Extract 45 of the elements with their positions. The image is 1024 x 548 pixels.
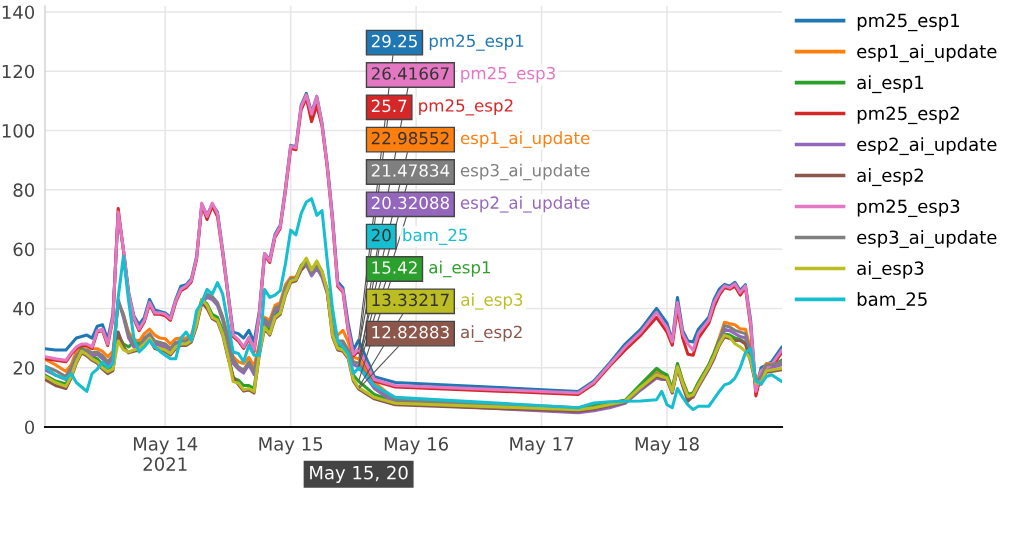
y-tick-label: 20 xyxy=(13,361,35,375)
text: ai_esp1 xyxy=(857,75,924,94)
text: ai_esp3 xyxy=(461,293,523,310)
text: pm25_esp2 xyxy=(857,106,959,125)
x-tick-label: May 17 xyxy=(510,437,574,455)
y-tick-label: 0 xyxy=(24,420,35,435)
legend-label: pm25_esp3 xyxy=(857,199,960,218)
x-tick-label: May 14 2021 xyxy=(133,437,198,471)
y-tick-label: 100 xyxy=(2,123,35,138)
annotation: 21.47834 xyxy=(371,164,450,177)
legend-label: pm25_esp2 xyxy=(419,99,513,116)
y-tick-label: 60 xyxy=(13,242,35,257)
annotation: 13.33217 xyxy=(372,293,449,307)
x-tick-label: May 16 xyxy=(384,437,448,455)
text: May 15, 20 xyxy=(310,465,408,483)
legend-label: esp1_ai_update xyxy=(857,44,997,63)
legend-label: bam_25 xyxy=(403,228,468,245)
legend-label: ai_esp3 xyxy=(857,261,924,280)
annotation: 26.41667 xyxy=(371,67,449,80)
legend-label: ai_esp1 xyxy=(429,260,491,278)
annotation: 20 xyxy=(371,228,391,242)
x-tick-label: May 18 xyxy=(635,437,699,455)
y-tick-label: 140 xyxy=(2,5,35,20)
y-tick-label: 80 xyxy=(13,183,35,197)
text: esp3_ai_update xyxy=(460,163,590,181)
line-series xyxy=(45,197,782,412)
annotation: 29.25 xyxy=(371,34,417,48)
legend-label: esp2_ai_update xyxy=(857,137,997,156)
y-tick-label: 40 xyxy=(13,301,35,316)
text: pm25_esp3 xyxy=(461,66,555,84)
annotation: 20.32088 xyxy=(371,196,449,210)
text: pm25_esp1 xyxy=(857,13,960,32)
text: ai_esp2 xyxy=(461,325,522,342)
legend-label: pm25_esp1 xyxy=(429,34,524,51)
annotation: 15.42 xyxy=(372,261,417,274)
text: bam_25 xyxy=(857,292,927,310)
annotation: 22.98552 xyxy=(371,131,449,145)
y-tick-label: 120 xyxy=(2,64,35,79)
x-tick-label: May 15 xyxy=(259,437,323,455)
text: esp1_ai_update xyxy=(460,131,590,148)
legend-label: esp3_ai_update xyxy=(857,230,997,249)
legend-label: ai_esp2 xyxy=(857,168,923,187)
text: esp2_ai_update xyxy=(460,196,590,213)
annotation: 12.82883 xyxy=(372,325,449,339)
annotation: 25.7 xyxy=(371,99,407,113)
